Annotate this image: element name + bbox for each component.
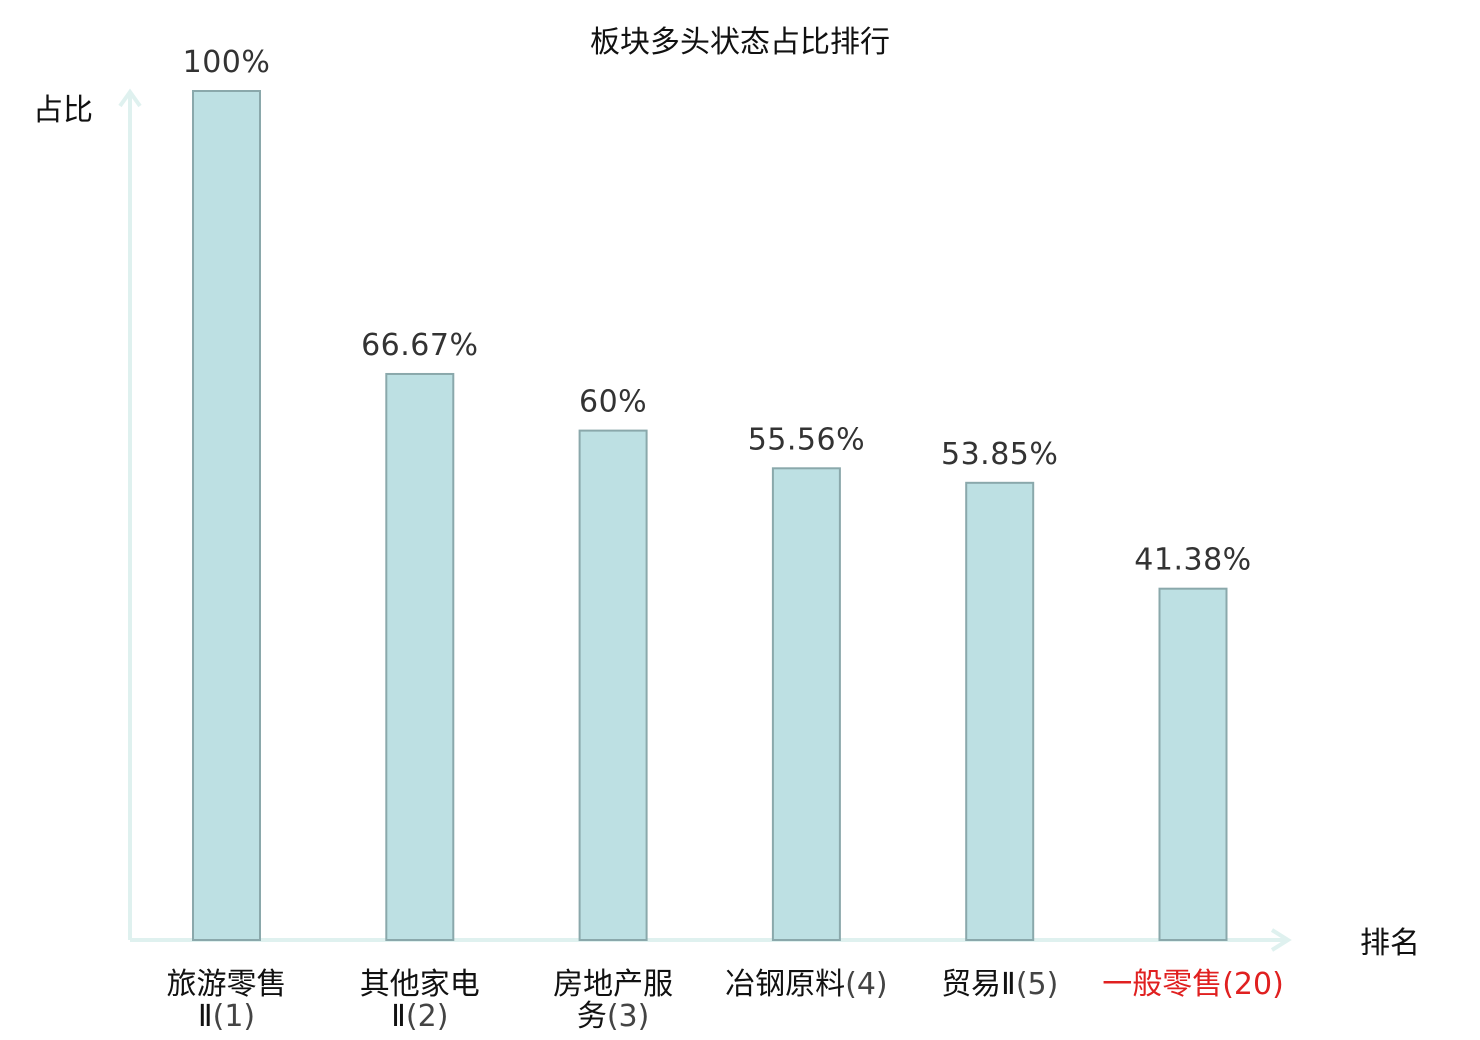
data-label: 100% [183, 45, 271, 80]
data-label: 55.56% [748, 422, 865, 457]
bar [192, 90, 261, 941]
bar [771, 467, 841, 941]
bar [385, 372, 455, 942]
chart-title: 板块多头状态占比排行 [590, 25, 890, 60]
x-tick-label: 旅游零售 Ⅱ(1) [167, 967, 287, 1034]
y-axis-label: 占比 [33, 93, 93, 128]
x-axis-label: 排名 [1360, 926, 1420, 961]
bar [965, 481, 1035, 941]
x-tick-label: 冶钢原料(4) [725, 967, 888, 1002]
x-tick-label: 房地产服务(3) [553, 967, 673, 1034]
data-label: 66.67% [361, 328, 478, 363]
data-label: 60% [579, 385, 647, 420]
data-label: 53.85% [941, 437, 1058, 472]
data-label: 41.38% [1134, 543, 1251, 578]
bar [1158, 587, 1228, 941]
x-tick-label: 贸易Ⅱ(5) [941, 967, 1058, 1002]
x-axis-arrow [1270, 928, 1292, 952]
x-tick-label: 一般零售(20) [1102, 967, 1284, 1002]
bar [578, 429, 648, 941]
x-tick-label: 其他家电 Ⅱ(2) [360, 967, 480, 1034]
y-axis-arrow [118, 88, 142, 108]
